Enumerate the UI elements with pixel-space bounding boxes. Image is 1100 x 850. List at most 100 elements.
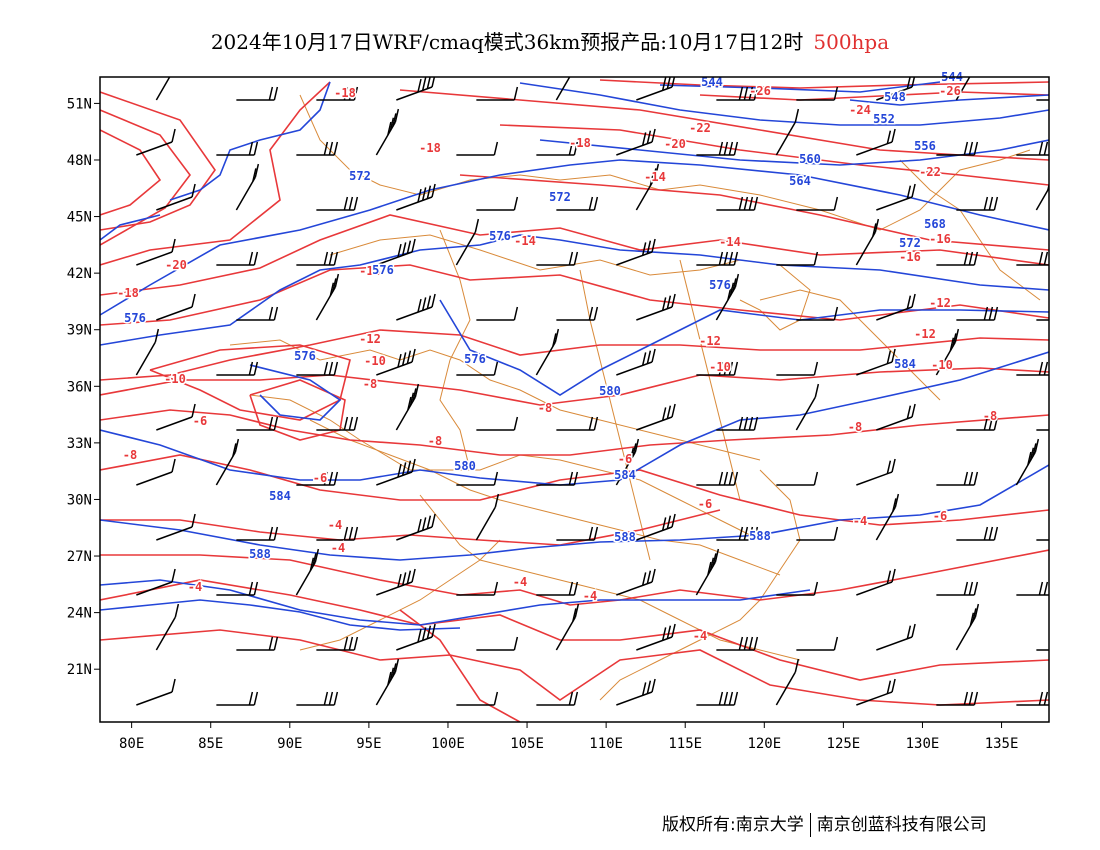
wind-barb <box>235 163 260 211</box>
temperature-label: -6 <box>313 471 327 485</box>
lon-tick-label: 85E <box>198 736 223 752</box>
wind-barb <box>775 658 800 706</box>
temperature-label: -8 <box>123 448 137 462</box>
height-isoline <box>439 299 1049 396</box>
height-label: 576 <box>489 229 511 243</box>
map-title: 2024年10月17日WRF/cmaq模式36km预报产品:10月17日12时 5… <box>0 26 1100 55</box>
temperature-label: -4 <box>328 518 342 532</box>
height-label: 580 <box>599 384 621 398</box>
temperature-isotherm <box>100 129 162 216</box>
temperature-isotherm <box>100 629 1049 706</box>
height-isoline <box>100 234 1049 346</box>
lon-tick-label: 120E <box>747 736 781 752</box>
temperature-label: -26 <box>749 84 771 98</box>
height-label: 572 <box>349 169 371 183</box>
wind-barb <box>855 218 880 266</box>
province-borders <box>229 94 1041 701</box>
wind-barb <box>136 678 176 706</box>
lon-tick-label: 105E <box>510 736 544 752</box>
wind-barb <box>876 403 916 431</box>
wind-barb <box>936 691 979 706</box>
wind-barb <box>316 526 359 541</box>
wind-barb <box>456 691 499 706</box>
temperature-label: -10 <box>364 354 386 368</box>
wind-barb <box>455 218 480 266</box>
temperature-isotherm <box>699 91 1049 101</box>
wind-barb <box>796 526 839 541</box>
border-line <box>759 289 941 401</box>
temperature-isotherm <box>100 549 1049 606</box>
wind-barb <box>856 128 896 156</box>
wind-barb <box>1035 181 1049 211</box>
wind-barb <box>1016 251 1049 266</box>
wind-barb <box>475 493 500 541</box>
height-label: 548 <box>884 90 906 104</box>
wind-barb <box>636 293 676 321</box>
border-line <box>899 159 1041 301</box>
wind-barb <box>135 328 160 376</box>
temperature-isotherm <box>100 367 1049 406</box>
height-label: 576 <box>464 352 486 366</box>
wind-barb <box>136 458 176 486</box>
temperature-label: -4 <box>188 580 202 594</box>
lat-tick-label: 30N <box>67 492 92 508</box>
wind-barb <box>476 196 519 211</box>
temperature-label: -18 <box>419 141 441 155</box>
title-level: 500hpa <box>813 30 890 54</box>
temperature-contours <box>100 79 1049 722</box>
wind-barb <box>636 623 676 651</box>
wind-barb <box>136 568 176 596</box>
temperature-label: -16 <box>929 232 951 246</box>
wind-barb <box>875 493 900 541</box>
wind-barb <box>536 141 579 156</box>
height-label: 588 <box>749 529 771 543</box>
wind-barb <box>456 361 499 376</box>
height-label: 560 <box>799 152 821 166</box>
temperature-label: -8 <box>538 401 552 415</box>
wind-barb <box>1016 361 1049 376</box>
lat-tick-label: 39N <box>67 323 92 339</box>
temperature-label: -14 <box>359 264 381 278</box>
temperature-isotherm <box>100 329 1049 381</box>
lat-tick-label: 33N <box>67 436 92 452</box>
wind-barb <box>696 471 739 486</box>
wind-barb <box>636 77 676 101</box>
wind-barb <box>1036 99 1049 101</box>
wind-barb <box>316 196 359 211</box>
temperature-label: -8 <box>848 420 862 434</box>
temperature-label: -6 <box>698 497 712 511</box>
height-label: 580 <box>454 459 476 473</box>
wind-barb <box>616 128 656 156</box>
temperature-label: -14 <box>719 235 741 249</box>
temperature-label: -12 <box>929 296 951 310</box>
temperature-label: -4 <box>853 514 867 528</box>
wind-barb <box>395 383 420 431</box>
wind-barb <box>216 691 259 706</box>
wind-barb <box>316 416 359 431</box>
lat-tick-label: 21N <box>67 662 92 678</box>
wind-barb <box>715 273 740 321</box>
footer-copyright: 版权所有:南京大学 南京创蓝科技有限公司 <box>662 810 987 837</box>
wind-barb <box>696 251 739 266</box>
wind-barb <box>856 568 896 596</box>
temperature-isotherm <box>100 109 192 246</box>
wind-barb <box>216 361 259 376</box>
border-line <box>439 229 471 471</box>
lon-tick-label: 100E <box>431 736 465 752</box>
wind-barb <box>935 328 960 376</box>
height-label: 568 <box>924 217 946 231</box>
wind-barb <box>1016 581 1049 596</box>
wind-barb <box>315 273 340 321</box>
temperature-label: -10 <box>709 360 731 374</box>
temperature-label: -6 <box>193 414 207 428</box>
wind-barb <box>156 183 196 211</box>
temperature-isotherm <box>100 264 1049 326</box>
wind-barb <box>316 636 359 651</box>
temperature-isotherm <box>100 409 1049 456</box>
wind-barb <box>636 403 676 431</box>
temperature-isotherm <box>100 81 331 266</box>
height-isoline <box>100 599 461 631</box>
wind-barb <box>635 163 660 211</box>
border-line <box>599 469 801 701</box>
wind-barb <box>716 86 759 101</box>
